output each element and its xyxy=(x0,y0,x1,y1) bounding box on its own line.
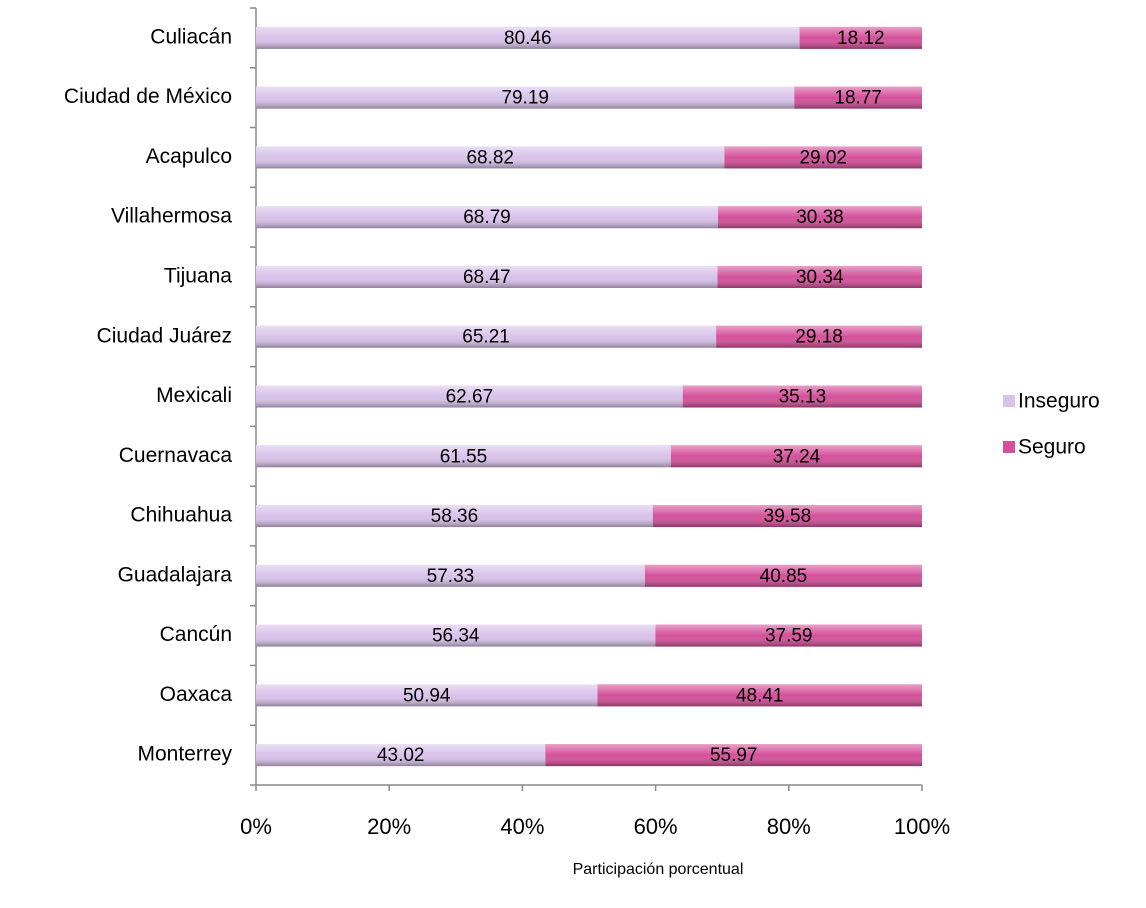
data-label: 37.59 xyxy=(765,626,813,647)
data-label: 68.79 xyxy=(463,207,511,228)
y-tick-label: Culiacán xyxy=(150,25,232,48)
data-label: 55.97 xyxy=(710,745,758,766)
data-label: 57.33 xyxy=(427,566,475,587)
bar-shade xyxy=(256,385,683,408)
y-tick-label: Oaxaca xyxy=(160,683,233,706)
data-label: 29.02 xyxy=(799,147,847,168)
data-label: 35.13 xyxy=(779,387,827,408)
data-label: 30.38 xyxy=(796,207,844,228)
x-tick-label: 100% xyxy=(894,814,950,839)
data-label: 50.94 xyxy=(403,685,451,706)
data-label: 61.55 xyxy=(440,446,488,467)
y-tick-label: Mexicali xyxy=(156,384,232,407)
bar-shade xyxy=(256,445,671,468)
data-label: 62.67 xyxy=(446,387,494,408)
y-tick-label: Cancún xyxy=(160,623,232,646)
data-label: 39.58 xyxy=(764,506,812,527)
legend-label: Seguro xyxy=(1018,436,1086,459)
bar-shade xyxy=(670,445,922,468)
bar-shade xyxy=(794,86,922,109)
data-label: 68.82 xyxy=(466,147,514,168)
bar-shade xyxy=(644,564,922,587)
data-label: 56.34 xyxy=(432,626,480,647)
bar-shade xyxy=(799,26,922,49)
data-label: 79.19 xyxy=(501,88,549,109)
data-label: 43.02 xyxy=(377,745,425,766)
data-label: 58.36 xyxy=(431,506,479,527)
data-label: 30.34 xyxy=(796,267,844,288)
data-label: 29.18 xyxy=(795,327,843,348)
x-tick-label: 20% xyxy=(367,814,411,839)
data-label: 48.41 xyxy=(736,685,784,706)
legend-label: Inseguro xyxy=(1018,390,1100,413)
x-tick-label: 0% xyxy=(240,814,272,839)
data-label: 18.12 xyxy=(837,28,885,49)
bar-shade xyxy=(655,624,922,647)
data-label: 40.85 xyxy=(760,566,808,587)
data-label: 65.21 xyxy=(462,327,510,348)
bar-shade xyxy=(256,564,645,587)
bar-shade xyxy=(256,146,725,169)
bar-shade xyxy=(716,325,922,348)
bar-shade xyxy=(256,325,717,348)
y-tick-label: Chihuahua xyxy=(130,504,232,527)
bar-shade xyxy=(256,86,795,109)
data-label: 18.77 xyxy=(834,88,882,109)
x-axis-title: Participación porcentual xyxy=(573,861,744,878)
bar-shade xyxy=(545,744,922,767)
y-tick-label: Acapulco xyxy=(146,145,232,168)
bar-shade xyxy=(256,744,546,767)
bar-shade xyxy=(256,26,800,49)
y-tick-label: Cuernavaca xyxy=(119,444,233,467)
y-tick-label: Monterrey xyxy=(137,743,232,766)
legend-swatch xyxy=(1003,441,1015,453)
data-label: 68.47 xyxy=(463,267,511,288)
x-tick-label: 40% xyxy=(500,814,544,839)
bar-shade xyxy=(597,684,922,707)
y-tick-label: Guadalajara xyxy=(118,563,233,586)
bar-shade xyxy=(256,206,718,229)
bar-shade xyxy=(652,505,922,528)
bar-shade xyxy=(256,624,656,647)
y-tick-label: Ciudad de México xyxy=(64,85,232,108)
bar-shade xyxy=(717,206,922,229)
x-tick-label: 80% xyxy=(767,814,811,839)
bar-shade xyxy=(256,684,598,707)
legend-swatch xyxy=(1003,395,1015,407)
bar-shade xyxy=(724,146,922,169)
bar-shade xyxy=(682,385,922,408)
data-label: 37.24 xyxy=(773,446,821,467)
x-tick-label: 60% xyxy=(634,814,678,839)
y-tick-label: Ciudad Juárez xyxy=(97,324,232,347)
y-tick-label: Tijuana xyxy=(164,265,232,288)
data-label: 80.46 xyxy=(504,28,552,49)
bar-shade xyxy=(717,265,922,288)
bar-shade xyxy=(256,505,653,528)
y-tick-label: Villahermosa xyxy=(111,205,232,228)
bar-shade xyxy=(256,265,718,288)
